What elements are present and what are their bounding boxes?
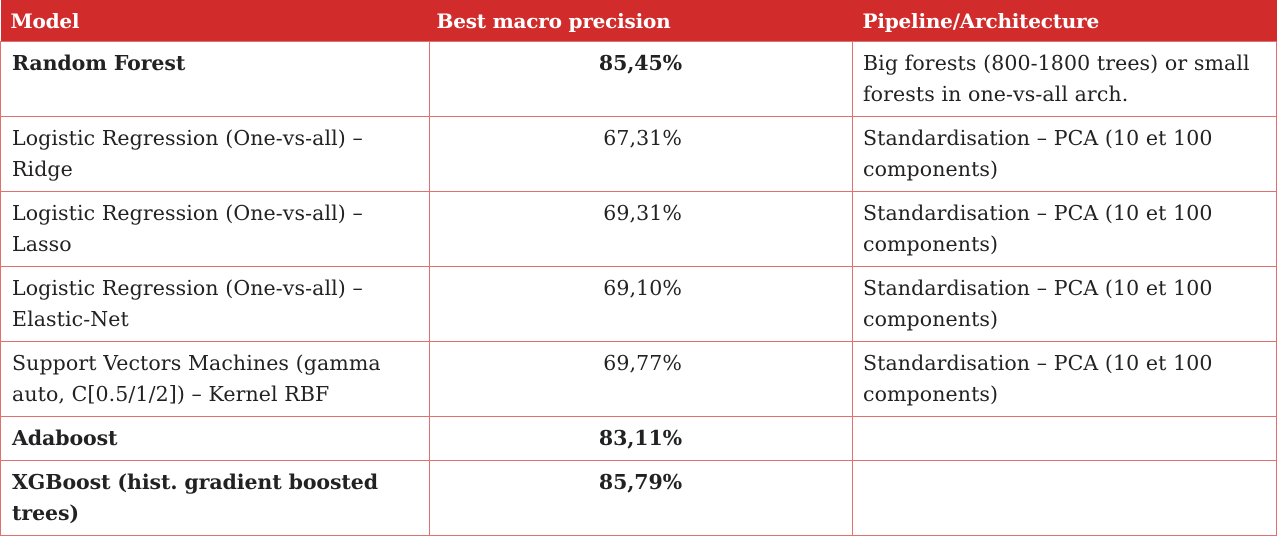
cell-model: Random Forest xyxy=(0,41,430,117)
cell-pipeline xyxy=(852,460,1277,536)
table-row: XGBoost (hist. gradient boosted trees) 8… xyxy=(0,460,1277,536)
cell-pipeline: Standardisation – PCA (10 et 100 compone… xyxy=(852,266,1277,342)
cell-precision: 69,31% xyxy=(429,191,853,267)
cell-precision: 69,10% xyxy=(429,266,853,342)
cell-model: Support Vectors Machines (gamma auto, C[… xyxy=(0,341,430,417)
table-row: Logistic Regression (One-vs-all) – Elast… xyxy=(0,266,1277,342)
cell-precision: 83,11% xyxy=(429,416,853,461)
cell-pipeline: Standardisation – PCA (10 et 100 compone… xyxy=(852,341,1277,417)
cell-precision: 67,31% xyxy=(429,116,853,192)
table-row: Logistic Regression (One-vs-all) – Ridge… xyxy=(0,116,1277,192)
cell-pipeline xyxy=(852,416,1277,461)
table-row: Support Vectors Machines (gamma auto, C[… xyxy=(0,341,1277,417)
cell-precision: 85,79% xyxy=(429,460,853,536)
header-pipeline: Pipeline/Architecture xyxy=(852,0,1277,42)
table-row: Adaboost 83,11% xyxy=(0,416,1277,461)
cell-model: Logistic Regression (One-vs-all) – Elast… xyxy=(0,266,430,342)
header-model: Model xyxy=(0,0,430,42)
cell-model: Logistic Regression (One-vs-all) – Ridge xyxy=(0,116,430,192)
header-row: Model Best macro precision Pipeline/Arch… xyxy=(0,0,1277,42)
cell-precision: 85,45% xyxy=(429,41,853,117)
cell-pipeline: Standardisation – PCA (10 et 100 compone… xyxy=(852,116,1277,192)
cell-pipeline: Big forests (800-1800 trees) or small fo… xyxy=(852,41,1277,117)
table-row: Logistic Regression (One-vs-all) – Lasso… xyxy=(0,191,1277,267)
table-row: Random Forest 85,45% Big forests (800-18… xyxy=(0,41,1277,117)
cell-precision: 69,77% xyxy=(429,341,853,417)
cell-model: XGBoost (hist. gradient boosted trees) xyxy=(0,460,430,536)
header-precision: Best macro precision xyxy=(429,0,853,42)
cell-pipeline: Standardisation – PCA (10 et 100 compone… xyxy=(852,191,1277,267)
cell-model: Logistic Regression (One-vs-all) – Lasso xyxy=(0,191,430,267)
cell-model: Adaboost xyxy=(0,416,430,461)
